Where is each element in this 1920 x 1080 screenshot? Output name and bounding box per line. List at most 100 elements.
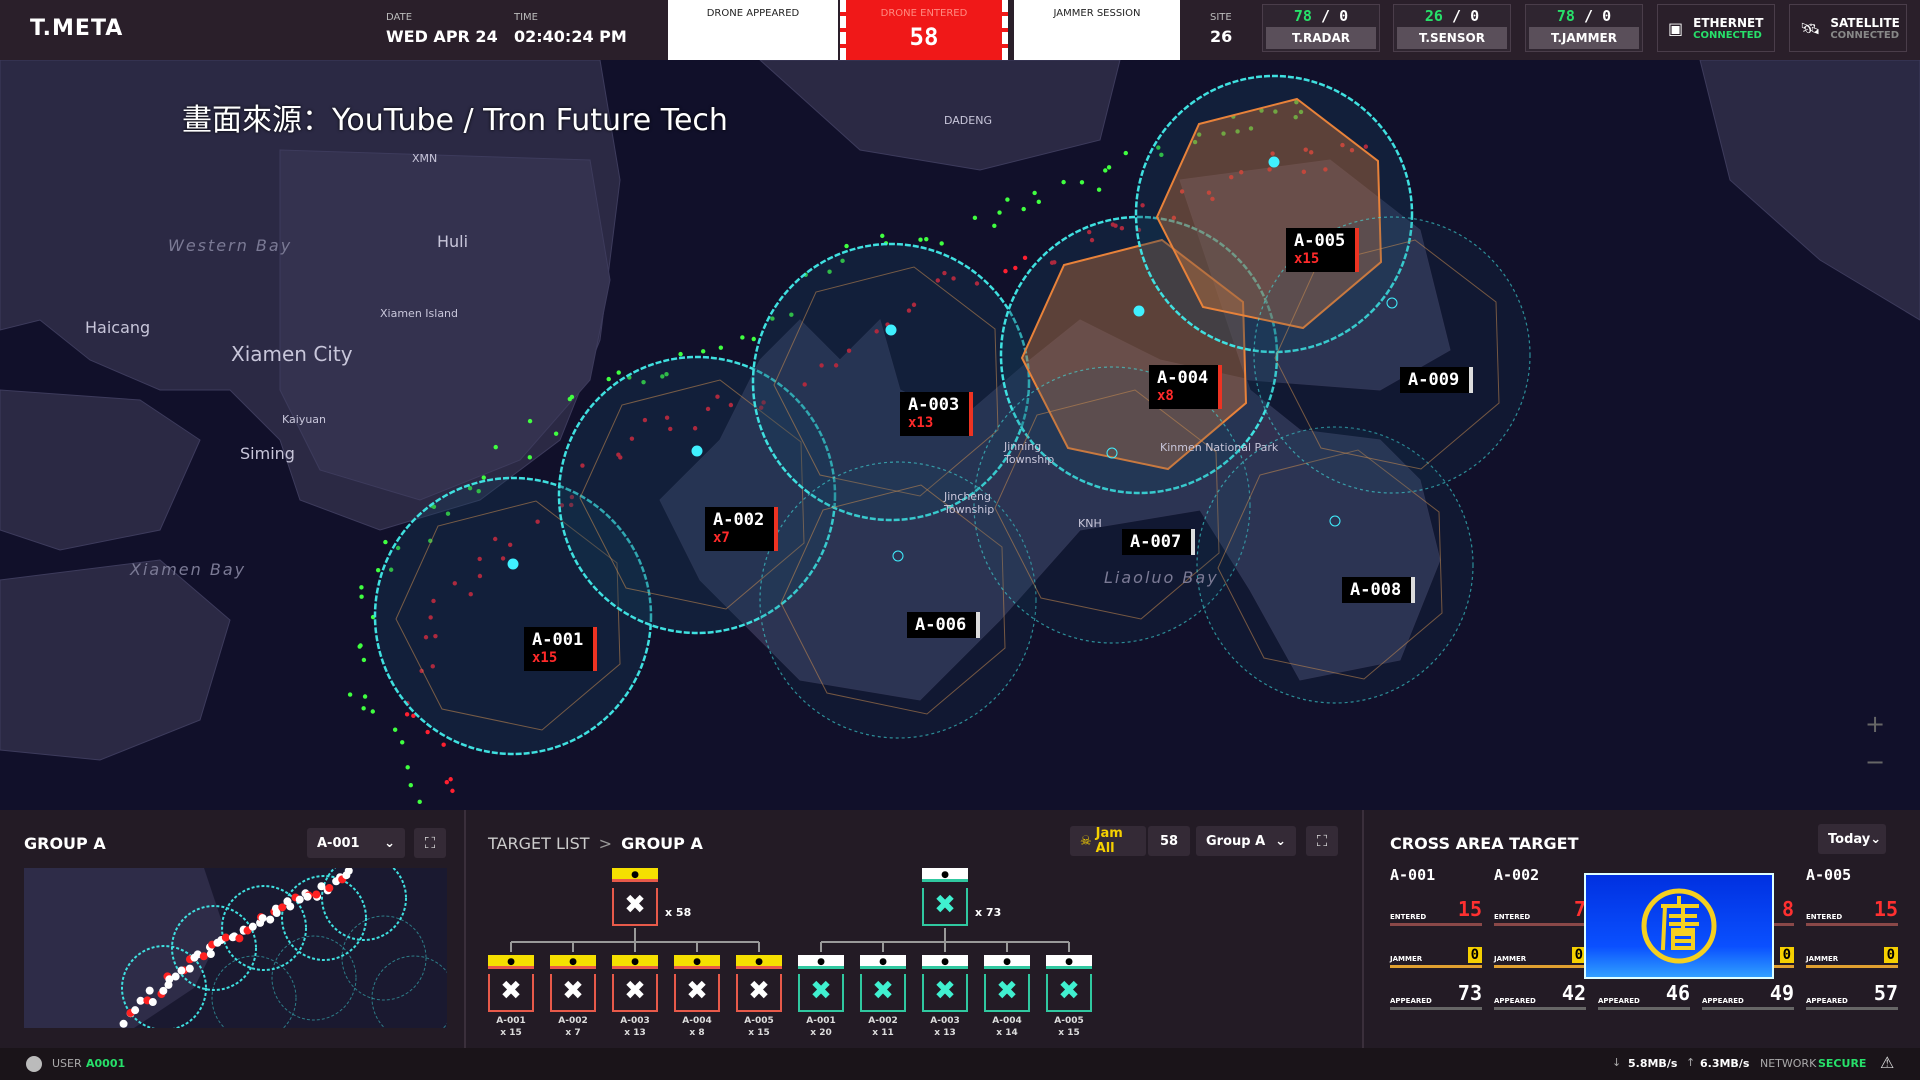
jammer-label: JAMMER (1390, 955, 1423, 963)
counter-t-radar[interactable]: 78 / 0 T.RADAR (1262, 4, 1380, 52)
minimap-track (131, 1006, 140, 1015)
ethernet-status[interactable]: ▣ ETHERNET CONNECTED (1657, 4, 1775, 52)
zone-tag-a-008[interactable]: A-008 (1342, 577, 1416, 603)
breadcrumb-separator: > (598, 834, 613, 853)
zoom-in-button[interactable]: + (1864, 710, 1886, 738)
zone-circle[interactable] (1196, 426, 1474, 704)
drone-icon[interactable]: ✖ (612, 888, 658, 926)
zone-tag-a-003[interactable]: A-003 x13 (900, 392, 974, 436)
zone-tag-a-002[interactable]: A-002 x7 (705, 507, 779, 551)
zoom-out-button[interactable]: − (1864, 748, 1886, 776)
friendly-track-dot (678, 351, 683, 357)
hostile-track-dot (802, 382, 807, 387)
zone-circle[interactable] (999, 215, 1279, 495)
zone-tag-a-006[interactable]: A-006 (907, 612, 981, 638)
friendly-track-dot (740, 335, 745, 340)
zone-boundary (1217, 449, 1443, 680)
drone-icon[interactable]: ✖ (674, 974, 720, 1012)
zone-circle[interactable] (759, 461, 1037, 739)
status-bar: USER A0001 ↓ 5.8MB/s ↑ 6.3MB/s NETWORK S… (0, 1048, 1920, 1080)
entered-label: ENTERED (1390, 913, 1427, 921)
period-select[interactable]: Today ⌄ (1818, 824, 1886, 854)
fit-view-button[interactable]: ⛶ (414, 828, 446, 858)
drone-icon[interactable]: ✖ (860, 974, 906, 1012)
counter-values: 78 / 0 (1526, 5, 1642, 27)
zone-circle[interactable] (751, 242, 1031, 522)
drone-icon[interactable]: ✖ (550, 974, 596, 1012)
jammer-row: JAMMER 0 (1494, 938, 1586, 968)
counter-t-jammer[interactable]: 78 / 0 T.JAMMER (1525, 4, 1643, 52)
jam-all-button[interactable]: ☠ Jam All (1070, 826, 1146, 856)
zone-circle[interactable] (1253, 216, 1531, 494)
cross-area-column[interactable]: A-001 ENTERED 15 JAMMER 0 APPEARED 73 (1390, 866, 1482, 1010)
drone-icon[interactable]: ✖ (922, 974, 968, 1012)
cross-area-column[interactable]: A-002 ENTERED 7 JAMMER 0 APPEARED 42 (1494, 866, 1586, 1010)
group-select[interactable]: Group A ⌄ (1196, 826, 1296, 856)
drone-icon[interactable]: ✖ (922, 888, 968, 926)
zone-circle[interactable] (973, 366, 1251, 644)
friendly-track-dot (1079, 180, 1085, 185)
app-logo: T.META (30, 16, 124, 41)
friendly-track-dot (417, 799, 422, 805)
hostile-track-dot (668, 426, 673, 432)
connection-name: ETHERNET (1693, 15, 1764, 30)
hostile-track-dot (1270, 151, 1275, 156)
map-canvas[interactable] (0, 60, 1920, 810)
friendly-track-dot (481, 475, 486, 480)
minimap-track (286, 902, 295, 911)
friendly-track-dot (408, 782, 413, 788)
source-watermark: 畫面來源：YouTube / Tron Future Tech (182, 103, 728, 138)
zone-circle[interactable] (1134, 74, 1414, 354)
drone-icon[interactable]: ✖ (984, 974, 1030, 1012)
child-node-count: x 11 (872, 1028, 894, 1038)
drone-entered-stat[interactable]: DRONE ENTERED 58 (840, 0, 1008, 60)
counter-values: 78 / 0 (1263, 5, 1379, 27)
friendly-track-dot (751, 336, 756, 342)
inactive-count: 0 (1470, 7, 1480, 25)
zone-tag-a-009[interactable]: A-009 (1400, 367, 1474, 393)
zone-id: A-008 (1350, 580, 1402, 600)
drone-icon[interactable]: ✖ (612, 974, 658, 1012)
minimap-track (171, 972, 180, 981)
jammer-session-stat[interactable]: JAMMER SESSION (1014, 0, 1180, 60)
friendly-track-dot (405, 765, 410, 770)
zone-select[interactable]: A-001 ⌄ (307, 828, 405, 858)
group-minimap[interactable] (24, 868, 447, 1028)
drone-icon[interactable]: ✖ (488, 974, 534, 1012)
zone-tag-a-005[interactable]: A-005 x15 (1286, 228, 1360, 272)
fit-view-button[interactable]: ⛶ (1306, 826, 1338, 856)
satellite-status[interactable]: 🛰 SATELLITE CONNECTED (1789, 4, 1907, 52)
child-node-count: x 15 (748, 1028, 770, 1038)
hostile-track-dot (715, 394, 720, 399)
minimap-track (165, 975, 174, 984)
zone-circle[interactable] (557, 355, 837, 635)
zone-tag-a-007[interactable]: A-007 (1122, 529, 1196, 555)
zone-tag-a-004[interactable]: A-004 x8 (1149, 365, 1223, 409)
network-label: NETWORK (1760, 1057, 1817, 1070)
hostile-track-dot (1140, 203, 1145, 208)
minimap-track (278, 903, 287, 912)
counter-t-sensor[interactable]: 26 / 0 T.SENSOR (1393, 4, 1511, 52)
drone-appeared-stat[interactable]: DRONE APPEARED (668, 0, 838, 60)
zone-circle[interactable] (373, 476, 653, 756)
map-view[interactable]: DADENG XMN Western Bay Huli Xiamen Island Hai… (0, 60, 1920, 810)
child-node-id: A-002 (868, 1016, 898, 1026)
zone-id: A-007 (1130, 532, 1182, 552)
warning-icon[interactable]: ⚠ (1880, 1053, 1895, 1072)
zone-tag-a-001[interactable]: A-001 x15 (524, 627, 598, 671)
map-place-label: Xiamen Bay (130, 560, 247, 579)
drone-icon[interactable]: ✖ (1046, 974, 1092, 1012)
jammer-value: 0 (1779, 947, 1794, 963)
breadcrumb-root[interactable]: TARGET LIST (488, 834, 590, 853)
entered-row: ENTERED 7 (1494, 896, 1586, 926)
drone-icon[interactable]: ✖ (798, 974, 844, 1012)
cross-area-column[interactable]: A-005 ENTERED 15 JAMMER 0 APPEARED 57 (1806, 866, 1898, 1010)
friendly-track-dot (370, 709, 375, 714)
focus-frame-icon: ⛶ (1316, 832, 1328, 850)
hostile-track-dot (448, 777, 453, 782)
drone-icon[interactable]: ✖ (736, 974, 782, 1012)
map-place-label: KNH (1078, 517, 1102, 530)
minimap-track (159, 986, 168, 995)
hostile-track-dot (433, 633, 438, 639)
time-label: TIME (514, 12, 539, 23)
